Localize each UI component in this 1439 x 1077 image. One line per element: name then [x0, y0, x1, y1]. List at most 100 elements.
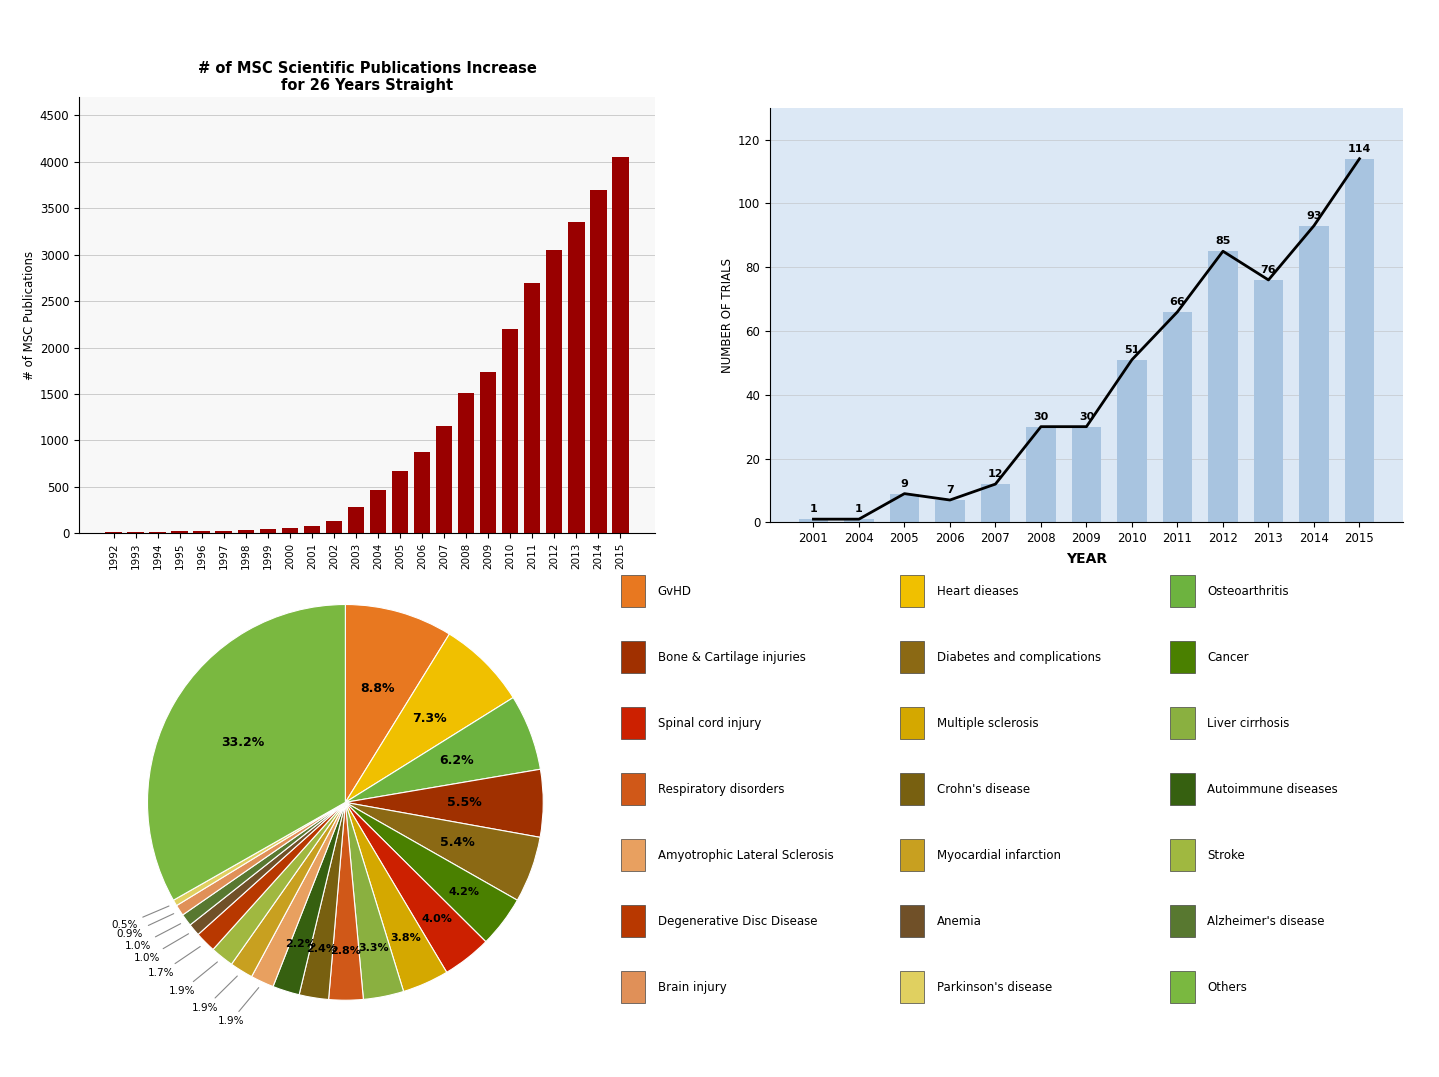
Bar — [1170, 906, 1194, 937]
Wedge shape — [190, 802, 345, 935]
Text: Others: Others — [1207, 980, 1248, 994]
Text: 30: 30 — [1079, 411, 1094, 422]
Bar — [620, 708, 645, 739]
Bar — [370, 490, 386, 533]
Bar — [150, 532, 165, 533]
Text: 5.4%: 5.4% — [439, 837, 475, 850]
Bar — [845, 519, 873, 522]
Text: 8.8%: 8.8% — [361, 682, 396, 695]
Text: 0.9%: 0.9% — [117, 913, 174, 939]
Bar — [590, 190, 607, 533]
Text: Parkinson's disease: Parkinson's disease — [937, 980, 1052, 994]
Wedge shape — [345, 802, 518, 941]
Text: 2.2%: 2.2% — [285, 939, 317, 949]
Wedge shape — [328, 802, 364, 1001]
Text: 7.3%: 7.3% — [412, 712, 446, 725]
Text: 30: 30 — [1033, 411, 1049, 422]
Bar — [799, 519, 829, 522]
Wedge shape — [345, 769, 543, 837]
Text: 6.2%: 6.2% — [439, 754, 473, 767]
Text: 2.8%: 2.8% — [331, 946, 361, 955]
Text: 33.2%: 33.2% — [222, 737, 265, 750]
Bar — [436, 426, 452, 533]
Wedge shape — [252, 802, 345, 987]
Wedge shape — [345, 802, 403, 999]
Wedge shape — [345, 802, 486, 973]
Bar — [1170, 642, 1194, 673]
Bar — [620, 575, 645, 607]
Bar — [502, 328, 518, 533]
Text: Mesenchymal Stem Stell Research: Statistics: Mesenchymal Stem Stell Research: Statist… — [259, 19, 1180, 54]
Bar — [237, 530, 255, 533]
Bar — [304, 526, 319, 533]
Bar — [620, 906, 645, 937]
Text: GvHD: GvHD — [658, 585, 692, 598]
Text: Diabetes and complications: Diabetes and complications — [937, 651, 1101, 663]
Text: 9: 9 — [901, 479, 908, 489]
Bar — [899, 575, 924, 607]
Bar — [1253, 280, 1284, 522]
Bar — [935, 500, 964, 522]
Bar — [391, 472, 409, 533]
Text: 4.2%: 4.2% — [448, 887, 479, 897]
Text: 5.5%: 5.5% — [446, 796, 482, 810]
Bar — [899, 839, 924, 871]
Bar — [479, 372, 496, 533]
Text: Cancer: Cancer — [1207, 651, 1249, 663]
X-axis label: YEAR: YEAR — [1066, 553, 1107, 567]
Bar — [899, 971, 924, 1003]
Wedge shape — [299, 802, 345, 999]
Bar — [1026, 426, 1056, 522]
Text: Stroke: Stroke — [1207, 849, 1245, 862]
Text: 1.9%: 1.9% — [168, 962, 217, 996]
Wedge shape — [345, 802, 446, 992]
Wedge shape — [273, 802, 345, 995]
Bar — [458, 393, 475, 533]
Bar — [545, 250, 563, 533]
Wedge shape — [345, 802, 540, 900]
Text: 93: 93 — [1307, 211, 1321, 221]
Bar — [899, 642, 924, 673]
Wedge shape — [345, 604, 449, 802]
Bar — [1117, 360, 1147, 522]
Bar — [1072, 426, 1101, 522]
Bar — [620, 773, 645, 805]
Text: Respiratory disorders: Respiratory disorders — [658, 783, 784, 796]
Text: 76: 76 — [1261, 265, 1276, 275]
Text: 1.0%: 1.0% — [125, 924, 181, 951]
Bar — [980, 484, 1010, 522]
Text: 4.0%: 4.0% — [422, 914, 452, 924]
Bar — [1344, 158, 1374, 522]
Wedge shape — [345, 634, 514, 802]
Bar — [899, 708, 924, 739]
Bar — [612, 157, 629, 533]
Bar — [1170, 839, 1194, 871]
Text: 1.0%: 1.0% — [134, 934, 189, 963]
Bar — [899, 773, 924, 805]
Text: 1.7%: 1.7% — [148, 947, 200, 978]
Bar — [620, 839, 645, 871]
Text: 0.5%: 0.5% — [111, 906, 168, 931]
Text: Brain injury: Brain injury — [658, 980, 727, 994]
Bar — [620, 971, 645, 1003]
Bar — [1170, 773, 1194, 805]
Text: Liver cirrhosis: Liver cirrhosis — [1207, 716, 1289, 730]
Bar — [259, 529, 276, 533]
Text: Alzheimer's disease: Alzheimer's disease — [1207, 914, 1325, 927]
Bar — [127, 532, 144, 533]
Text: 1.9%: 1.9% — [191, 976, 237, 1012]
Bar — [899, 906, 924, 937]
Bar — [568, 222, 584, 533]
Wedge shape — [232, 802, 345, 977]
Bar — [1170, 575, 1194, 607]
Wedge shape — [148, 604, 345, 900]
Text: 114: 114 — [1348, 144, 1371, 154]
Bar — [1163, 312, 1193, 522]
Wedge shape — [173, 802, 345, 906]
Text: 3.3%: 3.3% — [358, 943, 390, 953]
Text: Autoimmune diseases: Autoimmune diseases — [1207, 783, 1338, 796]
Y-axis label: # of MSC Publications: # of MSC Publications — [23, 251, 36, 379]
Text: 51: 51 — [1124, 345, 1140, 355]
Text: Bone & Cartilage injuries: Bone & Cartilage injuries — [658, 651, 806, 663]
Bar — [620, 642, 645, 673]
